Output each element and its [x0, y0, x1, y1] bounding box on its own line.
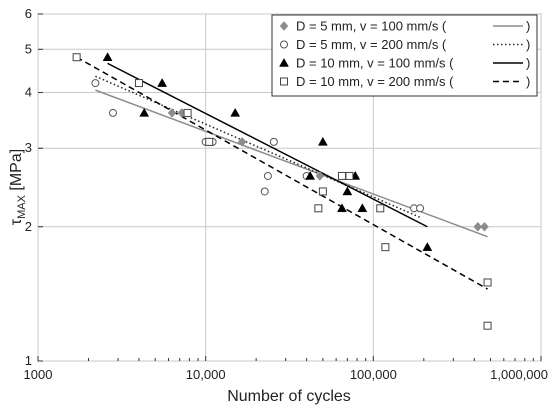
- y-tick-label: 1: [25, 353, 32, 368]
- x-axis-ticks: 1000 10,000 100,000 1,000,000: [24, 356, 548, 382]
- legend-label: D = 5 mm, v = 100 mm/s (: [296, 19, 447, 34]
- legend-label: D = 10 mm, v = 100 mm/s (: [296, 56, 454, 71]
- fit-line-d-10-mm-v-200-mm-s: [76, 56, 488, 290]
- data-point: [230, 107, 241, 117]
- y-axis-title-symbol: τ: [8, 218, 25, 225]
- x-tick-label: 1,000,000: [490, 367, 548, 382]
- legend-marker: [279, 21, 289, 31]
- data-point: [345, 171, 354, 180]
- x-tick-label: 100,000: [350, 367, 397, 382]
- x-axis-title: Number of cycles: [227, 388, 351, 405]
- fit-line-d-5-mm-v-100-mm-s: [95, 89, 488, 238]
- data-point: [91, 79, 100, 88]
- fit-line-d-10-mm-v-100-mm-s: [107, 62, 428, 228]
- data-point: [134, 79, 143, 88]
- y-axis-ticks: 1 2 3 4 5 6: [25, 6, 43, 368]
- legend-marker: [280, 40, 288, 49]
- data-point: [473, 221, 483, 232]
- y-tick-label: 6: [25, 6, 32, 21]
- y-axis-title-unit: [MPa]: [8, 149, 25, 195]
- data-point: [260, 187, 269, 196]
- data-point: [108, 108, 117, 117]
- data-point: [381, 243, 390, 252]
- x-tick-label: 1000: [24, 367, 53, 382]
- y-axis-title-subscript: MAX: [16, 194, 28, 219]
- data-point: [318, 187, 327, 196]
- fit-line-d-5-mm-v-200-mm-s: [95, 75, 421, 219]
- legend-close-paren: ): [526, 74, 530, 89]
- data-point: [480, 221, 489, 232]
- legend-marker: [279, 57, 289, 67]
- data-point: [483, 278, 492, 287]
- data-point: [337, 171, 346, 180]
- legend-close-paren: ): [526, 19, 530, 34]
- data-point: [315, 171, 325, 181]
- data-point: [205, 137, 214, 146]
- data-point: [422, 242, 433, 251]
- data-point: [183, 108, 192, 117]
- data-point: [357, 203, 368, 213]
- data-point: [305, 170, 316, 180]
- legend: D = 5 mm, v = 100 mm/s () D = 5 mm, v = 2…: [271, 14, 538, 97]
- legend-label: D = 10 mm, v = 200 mm/s (: [296, 74, 454, 89]
- data-point: [237, 137, 247, 147]
- legend-marker: [280, 77, 288, 86]
- data-point: [72, 53, 81, 62]
- data-points: [72, 52, 492, 330]
- y-tick-label: 5: [25, 41, 32, 56]
- x-tick-label: 10,000: [186, 367, 226, 382]
- legend-box: [271, 14, 538, 97]
- fit-lines: [76, 56, 488, 290]
- legend-close-paren: ): [526, 56, 530, 71]
- data-point: [139, 107, 150, 117]
- legend-close-paren: ): [526, 37, 530, 52]
- data-point: [102, 52, 113, 61]
- data-point: [416, 204, 425, 213]
- legend-label: D = 5 mm, v = 200 mm/s (: [296, 37, 447, 52]
- y-tick-label: 2: [25, 219, 32, 234]
- data-point: [376, 204, 385, 213]
- data-point: [317, 136, 328, 146]
- data-point: [337, 203, 347, 213]
- data-point: [314, 204, 323, 213]
- data-point: [342, 186, 353, 196]
- data-point: [157, 78, 168, 87]
- data-point: [167, 108, 177, 118]
- y-axis-title: τMAX [MPa]: [8, 149, 28, 225]
- y-tick-label: 3: [25, 140, 32, 155]
- series-d-10-mm-v-100-mm-s: [102, 52, 433, 251]
- y-tick-label: 4: [25, 85, 32, 100]
- series-d-10-mm-v-200-mm-s: [72, 53, 492, 330]
- data-point: [263, 171, 272, 180]
- data-point: [269, 137, 278, 146]
- data-point: [483, 321, 492, 330]
